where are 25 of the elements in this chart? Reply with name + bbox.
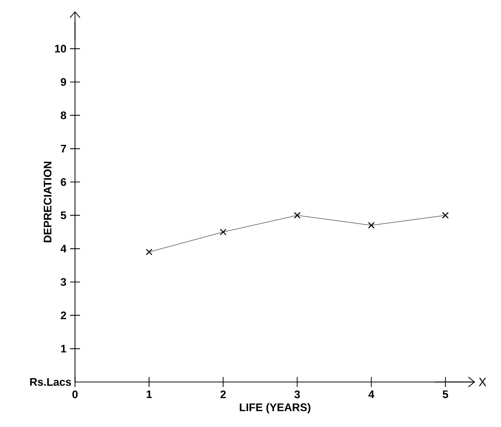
y-tick-label: 2 xyxy=(60,312,66,320)
y-tick-label: 3 xyxy=(60,278,66,286)
x-tick-label: 5 xyxy=(442,390,448,398)
y-tick-label: 8 xyxy=(60,111,66,120)
y-tick-label: 1 xyxy=(61,344,66,352)
y-tick-label: 10 xyxy=(55,44,66,53)
y-tick-label: 7 xyxy=(60,144,66,152)
y-axis-title: DEPRECIATION xyxy=(44,162,52,242)
y-tick-label: 6 xyxy=(60,178,66,186)
x-tick-label: 0 xyxy=(72,390,78,398)
y-tick-label: 4 xyxy=(60,244,66,252)
text: X xyxy=(478,378,486,386)
point xyxy=(294,212,301,219)
x-tick-label: 3 xyxy=(294,390,300,398)
x-tick-label: 4 xyxy=(368,390,374,398)
y-tick-label: 9 xyxy=(60,78,66,86)
point xyxy=(442,212,449,219)
point xyxy=(368,222,375,229)
y-tick-label: 5 xyxy=(60,212,66,220)
x-tick-label: 2 xyxy=(220,390,226,398)
x-axis-title: LIFE (YEARS) xyxy=(240,403,310,414)
x-tick-label: 1 xyxy=(146,390,152,398)
point xyxy=(146,248,152,256)
text: Rs.Lacs xyxy=(30,378,72,386)
point xyxy=(220,228,226,236)
